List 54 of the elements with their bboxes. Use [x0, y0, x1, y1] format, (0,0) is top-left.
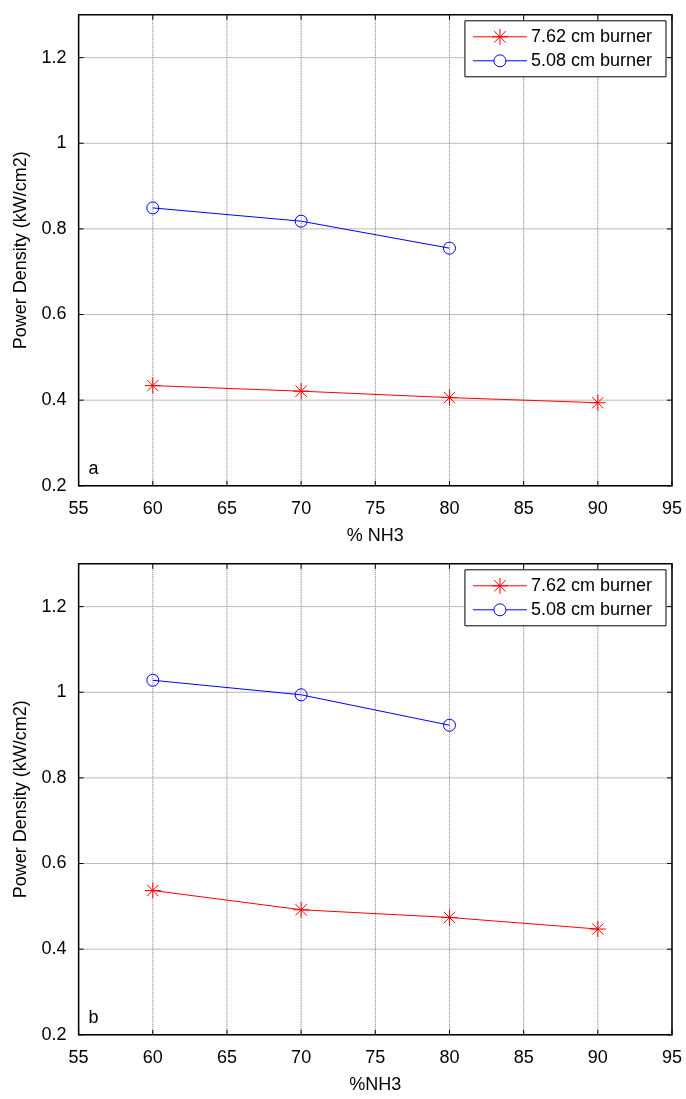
y-tick-label: 0.2: [41, 474, 67, 495]
y-tick-label: 0.6: [41, 303, 67, 324]
point: [144, 377, 162, 395]
point: [440, 389, 458, 407]
y-tick-label: 0.4: [41, 938, 67, 959]
point: [292, 382, 310, 400]
x-tick-label: 60: [142, 1046, 163, 1067]
x-tick-label: 70: [291, 497, 312, 518]
y-tick-label: 1.2: [41, 595, 67, 616]
y-tick-label: 1.2: [41, 46, 67, 67]
x-tick-label: 80: [439, 1046, 460, 1067]
y-tick-label: 1: [56, 681, 67, 702]
legend-label: 5.08 cm burner: [530, 598, 652, 619]
y-tick-label: 0.2: [41, 1023, 67, 1044]
annotation: b: [88, 1006, 99, 1027]
point: [294, 688, 308, 702]
legend-label: 7.62 cm burner: [530, 25, 652, 46]
legend-label: 5.08 cm burner: [530, 49, 652, 70]
x-axis-title: % NH3: [346, 525, 404, 546]
point: [442, 718, 456, 732]
x-tick-label: 95: [661, 497, 682, 518]
y-axis-title: Power Density (kW/cm2): [9, 700, 30, 899]
x-tick-label: 80: [439, 497, 460, 518]
point: [589, 920, 607, 938]
x-tick-label: 75: [365, 1046, 386, 1067]
x-tick-label: 55: [68, 497, 89, 518]
point: [589, 394, 607, 412]
x-tick-label: 55: [68, 1046, 89, 1067]
point: [440, 908, 458, 926]
x-axis-title: %NH3: [349, 1074, 402, 1095]
x-tick-label: 65: [216, 497, 237, 518]
x-tick-label: 95: [661, 1046, 682, 1067]
point: [442, 241, 456, 255]
y-tick-label: 0.8: [41, 217, 67, 238]
y-tick-label: 0.4: [41, 389, 67, 410]
annotation: a: [88, 457, 100, 478]
y-tick-label: 0.6: [41, 852, 67, 873]
y-tick-label: 0.8: [41, 766, 67, 787]
x-tick-label: 85: [513, 497, 534, 518]
x-tick-label: 70: [291, 1046, 312, 1067]
x-tick-label: 90: [587, 497, 608, 518]
x-tick-label: 60: [142, 497, 163, 518]
x-tick-label: 75: [365, 497, 386, 518]
y-tick-label: 1: [56, 132, 67, 153]
legend-label: 7.62 cm burner: [530, 574, 652, 595]
point: [144, 882, 162, 899]
y-axis-title: Power Density (kW/cm2): [9, 151, 30, 350]
point: [146, 673, 160, 687]
x-tick-label: 65: [216, 1046, 237, 1067]
point: [292, 901, 310, 919]
point: [146, 201, 160, 215]
x-tick-label: 85: [513, 1046, 534, 1067]
x-tick-label: 90: [587, 1046, 608, 1067]
point: [294, 214, 308, 228]
